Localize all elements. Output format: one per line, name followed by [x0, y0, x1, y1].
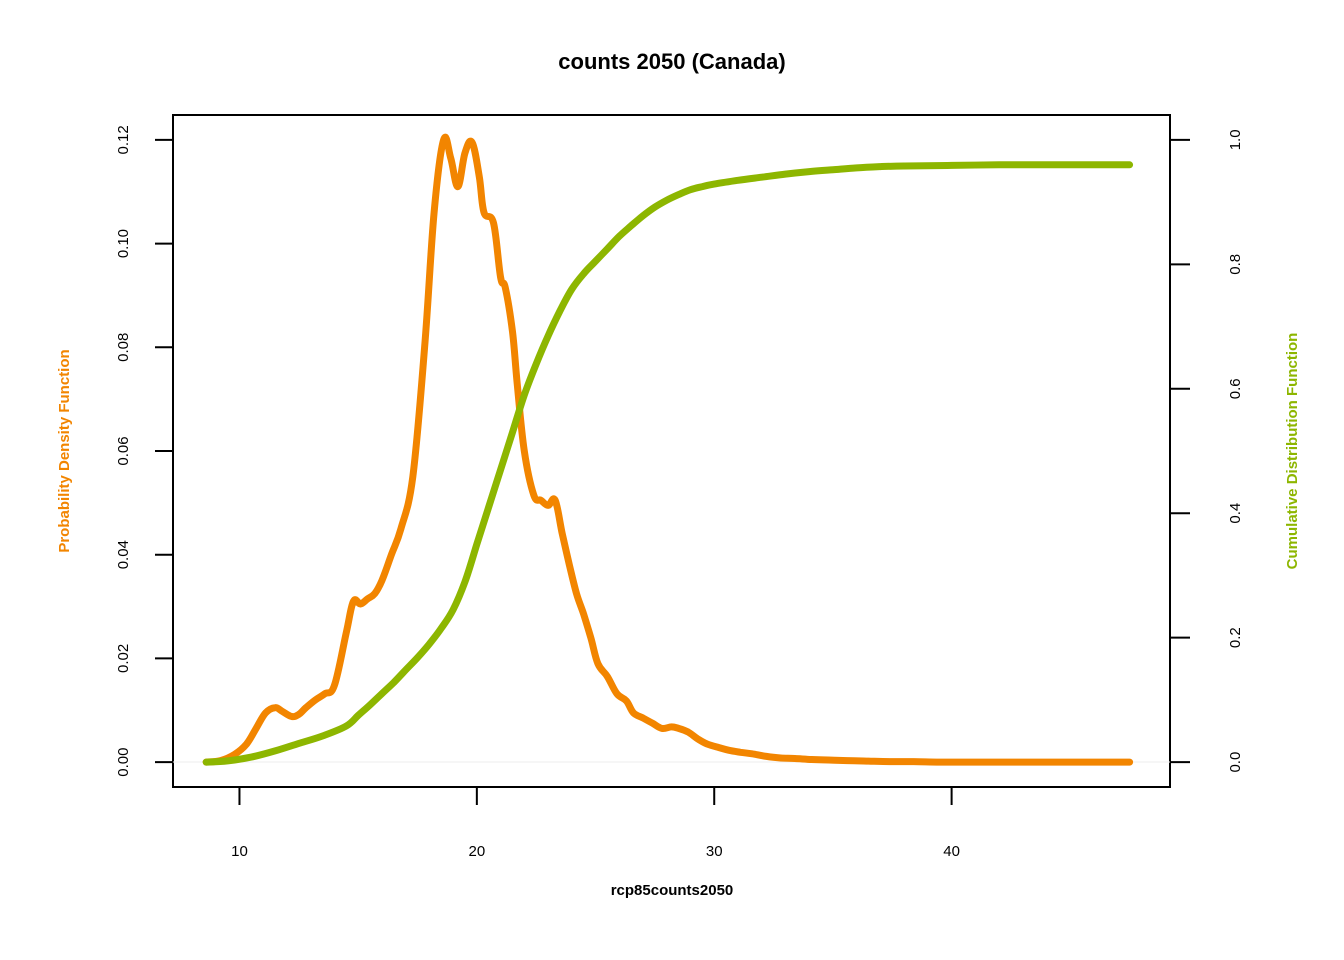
- y-right-tick-label: 0.8: [1227, 254, 1244, 275]
- y-left-tick-label: 0.08: [115, 333, 132, 362]
- y-right-tick-label: 0.0: [1227, 752, 1244, 773]
- y-axis-right-label: Cumulative Distribution Function: [1284, 333, 1301, 570]
- y-right-tick-label: 0.4: [1227, 503, 1244, 524]
- y-left-tick-label: 0.10: [115, 229, 132, 258]
- x-tick-label: 30: [706, 843, 723, 860]
- x-tick-label: 10: [231, 843, 248, 860]
- series-layer: [202, 133, 1134, 766]
- x-tick-label: 20: [469, 843, 486, 860]
- y-right-tick-label: 1.0: [1227, 129, 1244, 150]
- y-left-tick-label: 0.06: [115, 436, 132, 465]
- x-tick-label: 40: [943, 843, 960, 860]
- cdf-series-line: [202, 161, 1134, 766]
- y-left-tick-label: 0.12: [115, 125, 132, 154]
- x-axis-label: rcp85counts2050: [611, 882, 734, 899]
- y-left-tick-label: 0.00: [115, 748, 132, 777]
- chart-title: counts 2050 (Canada): [558, 49, 785, 74]
- y-axis-right: 0.0 0.2 0.4 0.6 0.8 1.0: [1170, 129, 1244, 773]
- y-right-tick-label: 0.2: [1227, 627, 1244, 648]
- plot-frame: [172, 114, 1171, 788]
- y-axis-left-label: Probability Density Function: [56, 349, 73, 552]
- y-axis-left: 0.00 0.02 0.04 0.06 0.08 0.10 0.12: [115, 125, 173, 777]
- y-left-tick-label: 0.04: [115, 540, 132, 569]
- x-axis: 10 20 30 40: [231, 787, 960, 860]
- y-left-tick-label: 0.02: [115, 644, 132, 673]
- y-right-tick-label: 0.6: [1227, 378, 1244, 399]
- pdf-series-line: [202, 133, 1134, 766]
